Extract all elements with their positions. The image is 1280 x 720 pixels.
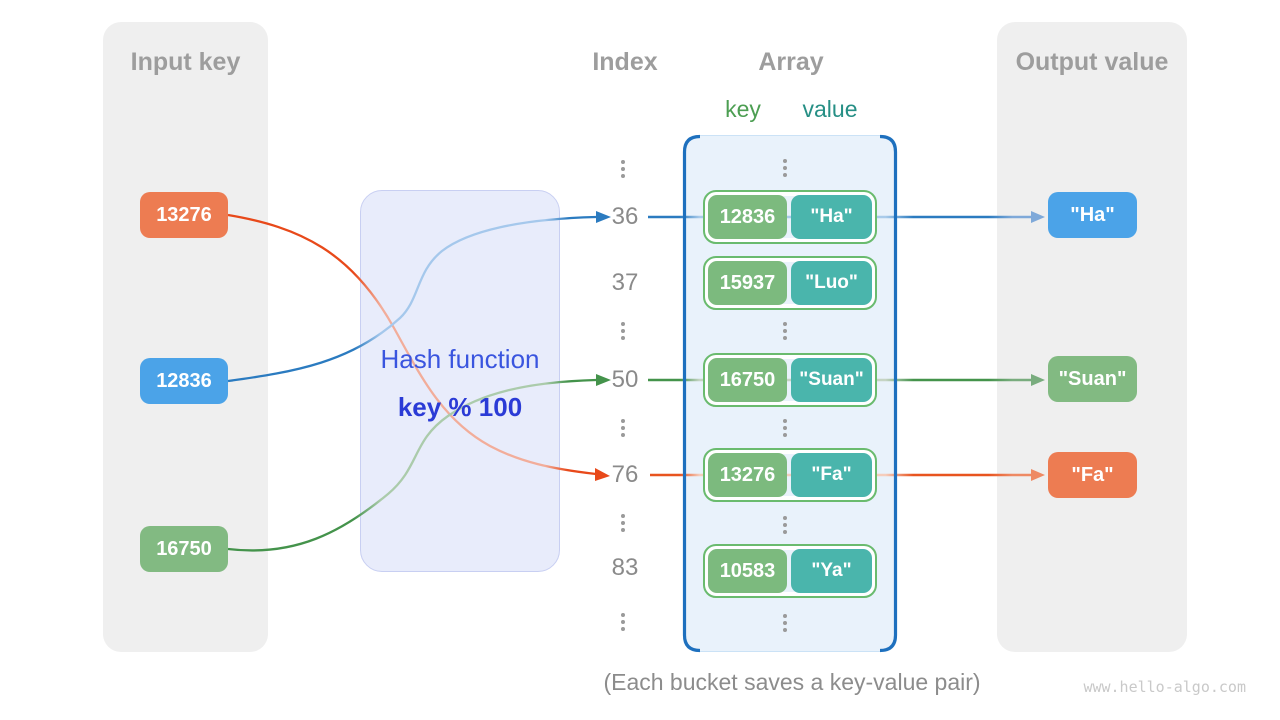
index-76: 76 <box>611 461 639 488</box>
input-panel-title: Input key <box>130 48 241 76</box>
hash-function-box <box>360 190 560 572</box>
array-header: Array <box>758 48 824 76</box>
pair-value: "Ya" <box>791 549 872 593</box>
output-value-panel <box>997 22 1187 652</box>
bucket-pair-37: 15937 "Luo" <box>703 256 877 310</box>
hash-formula-label: key % 100 <box>397 392 523 422</box>
index-37: 37 <box>611 269 639 296</box>
array-ellipsis-dots <box>783 614 787 632</box>
index-ellipsis-dots <box>621 160 625 178</box>
index-36: 36 <box>611 203 639 230</box>
array-ellipsis-dots <box>783 159 787 177</box>
bucket-pair-36: 12836 "Ha" <box>703 190 877 244</box>
hash-function-label: Hash function <box>380 344 540 374</box>
pair-value: "Luo" <box>791 261 872 305</box>
index-ellipsis-dots <box>621 514 625 532</box>
index-header: Index <box>592 48 658 76</box>
pair-key: 12836 <box>708 195 787 239</box>
output-value-Ha: "Ha" <box>1048 192 1137 238</box>
pair-value: "Fa" <box>791 453 872 497</box>
pair-value: "Suan" <box>791 358 872 402</box>
watermark: www.hello-algo.com <box>1083 678 1246 696</box>
index-83: 83 <box>611 554 639 581</box>
array-ellipsis-dots <box>783 516 787 534</box>
array-ellipsis-dots <box>783 419 787 437</box>
array-ellipsis-dots <box>783 322 787 340</box>
output-value-Fa: "Fa" <box>1048 452 1137 498</box>
pair-key: 16750 <box>708 358 787 402</box>
output-value-Suan: "Suan" <box>1048 356 1137 402</box>
input-key-13276: 13276 <box>140 192 228 238</box>
pair-key: 15937 <box>708 261 787 305</box>
diagram-caption: (Each bucket saves a key-value pair) <box>603 669 981 695</box>
index-50: 50 <box>611 366 639 393</box>
bucket-pair-76: 13276 "Fa" <box>703 448 877 502</box>
pair-value: "Ha" <box>791 195 872 239</box>
bucket-pair-83: 10583 "Ya" <box>703 544 877 598</box>
bucket-pair-50: 16750 "Suan" <box>703 353 877 407</box>
key-column-header: key <box>725 96 761 122</box>
input-key-12836: 12836 <box>140 358 228 404</box>
index-ellipsis-dots <box>621 322 625 340</box>
input-key-16750: 16750 <box>140 526 228 572</box>
pair-key: 13276 <box>708 453 787 497</box>
value-column-header: value <box>802 96 858 122</box>
index-ellipsis-dots <box>621 419 625 437</box>
output-panel-title: Output value <box>1015 48 1169 76</box>
pair-key: 10583 <box>708 549 787 593</box>
index-ellipsis-dots <box>621 613 625 631</box>
